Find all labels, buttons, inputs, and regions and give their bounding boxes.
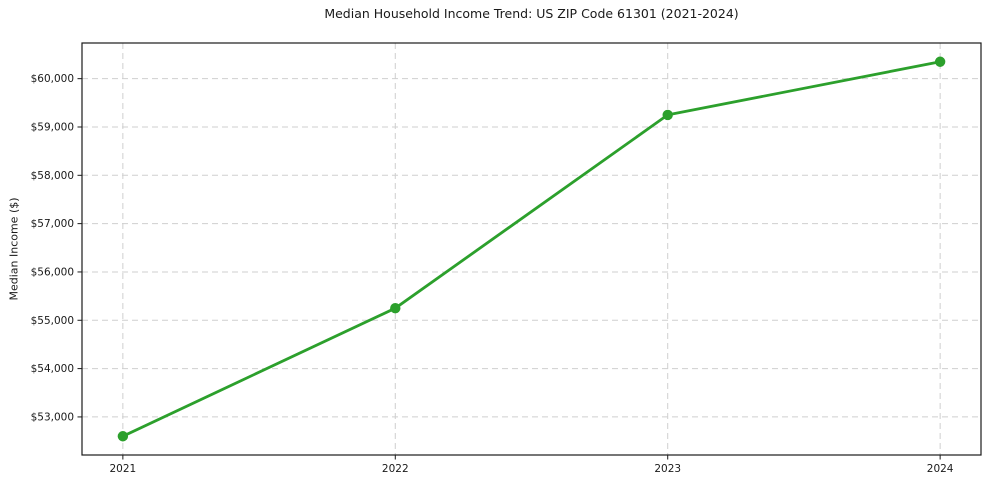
trend-line (121, 60, 942, 438)
y-tick-label: $53,000 (31, 411, 74, 423)
y-tick-label: $54,000 (31, 363, 74, 375)
chart-title: Median Household Income Trend: US ZIP Co… (324, 6, 739, 21)
y-tick-label: $59,000 (31, 121, 74, 133)
data-point-2023 (662, 109, 673, 121)
data-point-2024 (934, 56, 946, 67)
y-tick-label: $56,000 (31, 266, 74, 278)
y-tick-label: $55,000 (31, 315, 74, 327)
y-tick-label: $57,000 (31, 218, 74, 230)
data-point-2022 (390, 302, 401, 314)
plot-frame (81, 42, 982, 456)
x-tick-label: 2021 (109, 463, 136, 475)
y-tick-label: $60,000 (31, 73, 74, 85)
data-point-2021 (117, 431, 129, 442)
y-tick-label: $58,000 (31, 170, 74, 182)
x-tick-label: 2024 (927, 463, 954, 475)
x-tick-label: 2022 (382, 463, 409, 475)
y-axis-label: Median Income ($) (7, 197, 21, 301)
x-tick-label: 2023 (654, 463, 681, 475)
